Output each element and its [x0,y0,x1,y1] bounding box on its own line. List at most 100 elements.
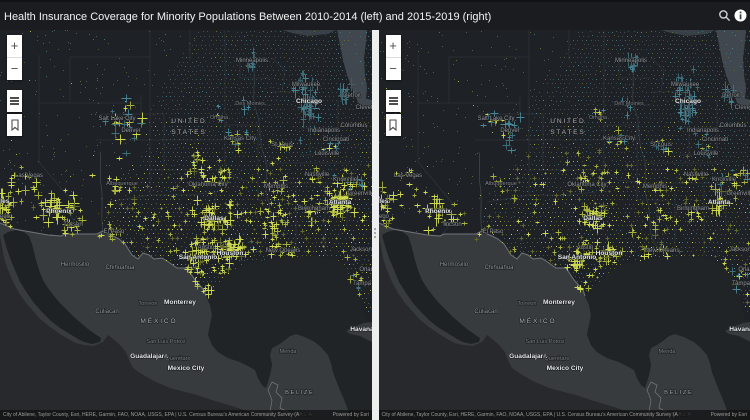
svg-text:Guadalajara: Guadalajara [509,353,547,360]
svg-text:Des Moines: Des Moines [235,101,265,107]
svg-text:B E L I Z E: B E L I Z E [664,390,692,396]
svg-text:San Luis Potosí: San Luis Potosí [525,339,565,345]
svg-text:El Paso: El Paso [104,229,125,235]
svg-text:Merida: Merida [658,349,676,355]
svg-text:Cleveland: Cleveland [356,105,372,111]
svg-text:Knoxville: Knoxville [333,177,358,183]
svg-text:Phoenix: Phoenix [46,208,72,215]
svg-text:Monterrey: Monterrey [543,299,575,306]
svg-text:Albuquerque: Albuquerque [485,181,517,187]
svg-text:Memphis: Memphis [264,184,288,190]
svg-text:Torreón: Torreón [139,301,158,307]
svg-text:Hermosillo: Hermosillo [439,262,468,268]
svg-text:San Diego: San Diego [0,214,11,220]
svg-text:St Louis: St Louis [650,142,672,148]
svg-text:Tucson: Tucson [442,222,461,228]
svg-text:Monterrey: Monterrey [164,299,196,306]
svg-text:San Antonio: San Antonio [179,254,218,261]
svg-text:Nashville: Nashville [305,172,330,178]
svg-text:Denver: Denver [121,128,140,134]
svg-text:Omaha: Omaha [588,115,607,121]
svg-text:S T A T E S: S T A T E S [550,129,584,136]
svg-text:Orlando: Orlando [738,267,750,273]
svg-text:Merida: Merida [279,349,297,355]
svg-text:Birmingham: Birmingham [676,206,708,212]
svg-text:Milwaukee: Milwaukee [670,82,699,88]
svg-text:Austin: Austin [576,245,593,251]
svg-text:Houston: Houston [217,250,244,257]
svg-text:Salt Lake City: Salt Lake City [98,116,135,122]
svg-text:Tampa: Tampa [731,281,750,287]
svg-text:Dallas: Dallas [204,215,224,222]
svg-text:El Paso: El Paso [482,229,503,235]
svg-text:Chicago: Chicago [674,98,700,105]
svg-text:Greenville: Greenville [726,191,750,197]
svg-text:Mexico City: Mexico City [168,365,205,372]
svg-text:U N I T E D: U N I T E D [550,118,584,125]
svg-text:Phoenix: Phoenix [425,208,451,215]
svg-text:Los Angeles: Los Angeles [0,198,10,205]
svg-text:Havana: Havana [350,326,372,333]
svg-text:Omaha: Omaha [210,115,229,121]
svg-text:Cleveland: Cleveland [734,105,750,111]
svg-text:Minneapolis: Minneapolis [236,58,268,64]
svg-text:Columbus: Columbus [340,123,367,129]
svg-text:Milwaukee: Milwaukee [292,82,321,88]
svg-text:Cincinnati: Cincinnati [323,137,349,143]
svg-text:San Diego: San Diego [379,214,390,220]
svg-text:Jacksonville: Jacksonville [350,247,372,253]
svg-text:Jacksonville: Jacksonville [728,247,750,253]
svg-text:Havana: Havana [729,326,750,333]
svg-text:Minneapolis: Minneapolis [614,58,646,64]
svg-text:Orlando: Orlando [359,267,372,273]
svg-text:Chihuahua: Chihuahua [484,265,514,271]
svg-text:B E L I Z E: B E L I Z E [285,390,313,396]
svg-text:Salt Lake City: Salt Lake City [477,116,514,122]
svg-text:S T A T E S: S T A T E S [171,129,205,136]
svg-text:Indianapolis: Indianapolis [686,128,718,134]
svg-text:Querétaro: Querétaro [544,356,569,362]
svg-text:Torreón: Torreón [517,301,536,307]
svg-text:Mexico City: Mexico City [546,365,583,372]
svg-text:New Orleans: New Orleans [266,248,301,254]
svg-text:U N I T E D: U N I T E D [171,118,205,125]
svg-text:Knoxville: Knoxville [711,177,736,183]
svg-text:Culiacan: Culiacan [95,309,118,315]
svg-text:Albuquerque: Albuquerque [106,181,138,187]
svg-text:Nashville: Nashville [683,172,708,178]
svg-text:Atlanta: Atlanta [707,199,730,206]
svg-text:Birmingham: Birmingham [298,206,330,212]
svg-text:Guadalajara: Guadalajara [130,353,168,360]
svg-text:Oklahoma City: Oklahoma City [567,182,606,188]
svg-text:San Luis Potosí: San Luis Potosí [146,339,186,345]
svg-text:Dallas: Dallas [583,215,603,222]
svg-text:Greenville: Greenville [347,191,372,197]
svg-text:Hermosillo: Hermosillo [61,262,90,268]
svg-text:Columbus: Columbus [719,123,746,129]
svg-text:Indianapolis: Indianapolis [308,128,340,134]
svg-text:Louisville: Louisville [315,151,340,157]
svg-text:Louisville: Louisville [693,151,718,157]
svg-text:Chihuahua: Chihuahua [105,265,135,271]
svg-text:Las Vegas: Las Vegas [15,173,43,179]
svg-text:M É X I C O: M É X I C O [140,316,175,325]
svg-text:Kansas City: Kansas City [224,136,256,142]
svg-text:Culiacan: Culiacan [474,309,497,315]
svg-text:Des Moines: Des Moines [614,101,644,107]
svg-text:Houston: Houston [595,250,622,257]
svg-text:Los Angeles: Los Angeles [379,198,389,205]
svg-text:Tampa: Tampa [353,281,372,287]
svg-text:Detroit: Detroit [343,93,361,99]
svg-text:Querétaro: Querétaro [165,356,190,362]
svg-text:San Antonio: San Antonio [557,254,596,261]
svg-text:Cincinnati: Cincinnati [701,137,727,143]
svg-text:Las Vegas: Las Vegas [393,173,421,179]
svg-text:Denver: Denver [500,128,519,134]
svg-text:Memphis: Memphis [642,184,666,190]
svg-text:M É X I C O: M É X I C O [519,316,554,325]
svg-text:Detroit: Detroit [722,93,740,99]
svg-text:New Orleans: New Orleans [644,248,679,254]
svg-text:Kansas City: Kansas City [602,136,634,142]
svg-text:Austin: Austin [198,245,215,251]
svg-text:Tucson: Tucson [63,222,82,228]
